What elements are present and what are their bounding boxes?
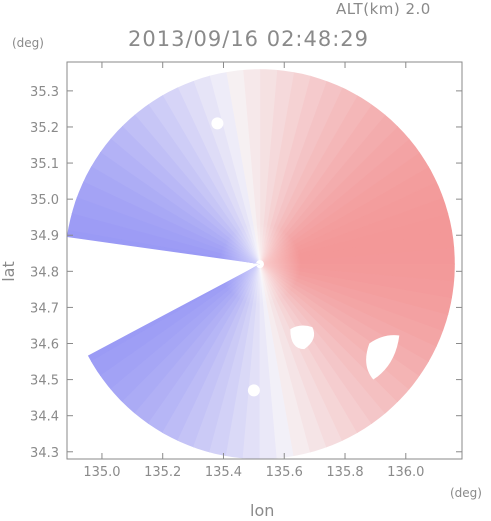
plot-frame: [66, 61, 463, 460]
y-tick-label: 34.9: [30, 229, 59, 244]
velocity-sector: [67, 263, 260, 283]
axis-ticks: 135.0 135.2 135.4 135.6 135.8 136.0 34.3 34.4 34…: [30, 62, 462, 480]
x-tick-label: 135.4: [205, 465, 242, 480]
x-tick-label: 136.0: [387, 465, 424, 480]
y-tick-label: 35.1: [30, 157, 59, 172]
x-axis-label: lon: [250, 501, 275, 520]
data-gap: [247, 384, 260, 397]
x-tick-label: 135.8: [326, 465, 363, 480]
plot-border: [66, 61, 463, 460]
x-tick-label: 135.2: [144, 465, 181, 480]
y-tick-label: 35.0: [30, 193, 59, 208]
y-tick-label: 34.4: [30, 410, 59, 425]
y-tick-label: 35.3: [30, 85, 59, 100]
y-tick-label: 34.5: [30, 374, 59, 389]
data-gap: [366, 335, 400, 380]
y-tick-label: 34.3: [30, 446, 59, 461]
data-gap: [211, 117, 224, 130]
velocity-field: [67, 69, 455, 459]
data-gap: [290, 325, 315, 350]
y-axis-unit: (deg): [12, 36, 44, 50]
x-tick-label: 135.0: [83, 465, 120, 480]
y-tick-label: 35.2: [30, 121, 59, 136]
altitude-label: ALT(km) 2.0: [336, 0, 431, 18]
timestamp-title: 2013/09/16 02:48:29: [128, 27, 370, 51]
radar-coverage: [67, 69, 455, 459]
x-tick-label: 135.6: [266, 465, 303, 480]
x-axis-unit: (deg): [450, 486, 482, 500]
y-tick-label: 34.7: [30, 301, 59, 316]
radar-site-gap: [255, 260, 264, 269]
y-tick-label: 34.6: [30, 338, 59, 353]
y-tick-label: 34.8: [30, 265, 59, 280]
